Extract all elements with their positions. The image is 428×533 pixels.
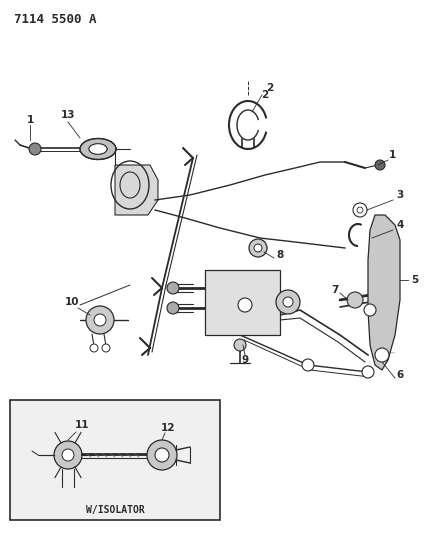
Circle shape [347,292,363,308]
Bar [205,270,280,335]
Circle shape [167,282,179,294]
Text: 1: 1 [388,150,395,160]
Circle shape [276,290,300,314]
Text: 11: 11 [75,420,89,430]
Circle shape [364,304,376,316]
Text: 7: 7 [331,285,339,295]
Circle shape [238,298,252,312]
Polygon shape [368,215,400,370]
Circle shape [375,348,389,362]
Ellipse shape [89,144,107,154]
Circle shape [375,160,385,170]
Circle shape [302,359,314,371]
Circle shape [102,344,110,352]
Circle shape [234,339,246,351]
Text: 8: 8 [276,250,284,260]
Ellipse shape [80,139,116,159]
Circle shape [86,306,114,334]
Text: 13: 13 [61,110,75,120]
Text: 12: 12 [161,423,175,433]
Text: 1: 1 [27,115,34,125]
Circle shape [90,344,98,352]
Text: 7114 5500 A: 7114 5500 A [14,13,96,26]
Circle shape [155,448,169,462]
Circle shape [167,302,179,314]
Bar [10,400,220,520]
Circle shape [362,366,374,378]
Circle shape [94,314,106,326]
Text: 10: 10 [65,297,79,307]
Circle shape [357,207,363,213]
Polygon shape [115,165,158,215]
Text: 9: 9 [241,355,249,365]
Text: W/ISOLATOR: W/ISOLATOR [86,505,144,515]
Text: 4: 4 [396,220,404,230]
Circle shape [353,203,367,217]
Text: 2: 2 [266,83,273,93]
Circle shape [62,449,74,461]
Circle shape [249,239,267,257]
Text: 2: 2 [262,90,269,100]
Circle shape [283,297,293,307]
Circle shape [254,244,262,252]
Text: 5: 5 [411,275,419,285]
Circle shape [147,440,177,470]
Text: 3: 3 [396,190,404,200]
Text: 6: 6 [396,370,404,380]
Circle shape [54,441,82,469]
Circle shape [29,143,41,155]
